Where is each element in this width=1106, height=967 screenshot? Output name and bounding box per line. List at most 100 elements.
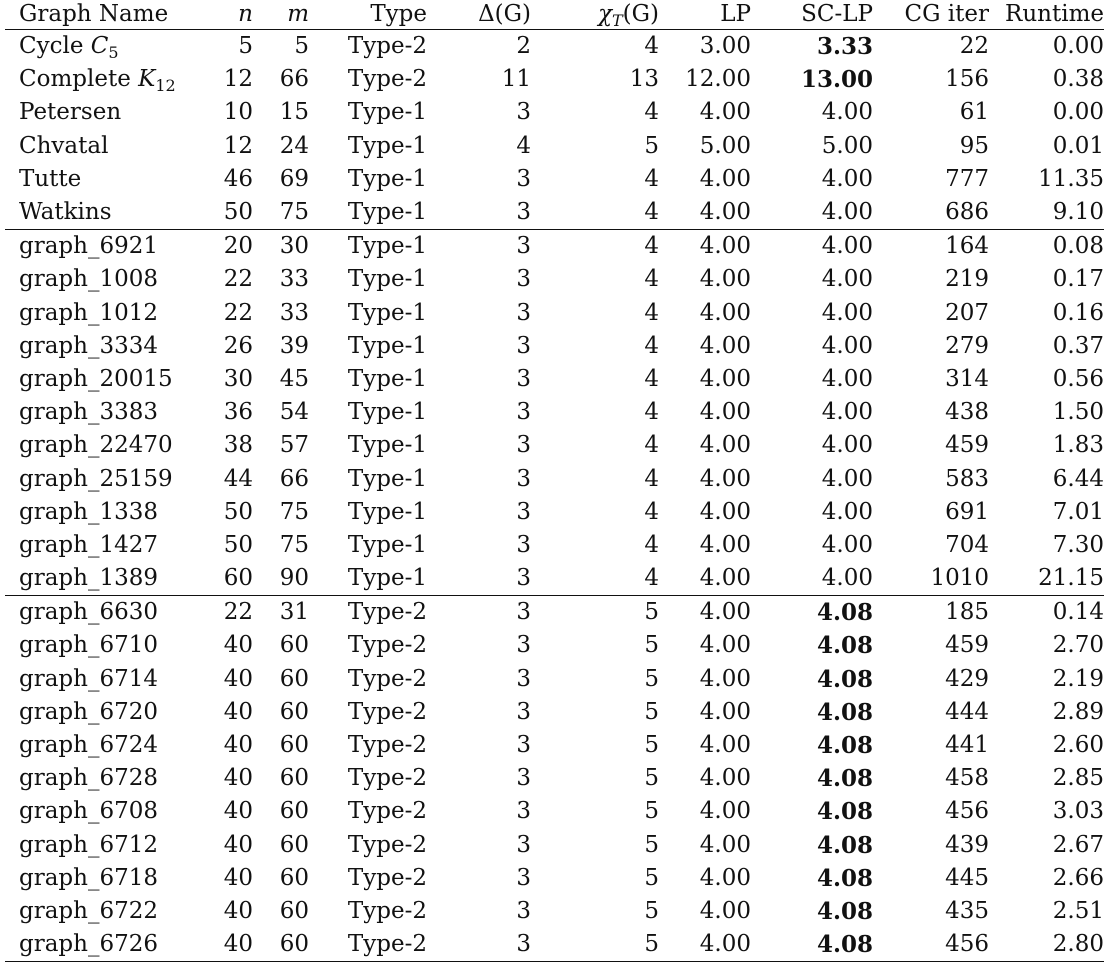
cell-type: Type-2 (347, 66, 427, 93)
cell-delta: 3 (516, 199, 531, 226)
cell-type: Type-2 (347, 698, 427, 725)
header-delta: Δ(G) (427, 0, 531, 30)
cell-chi: 5 (644, 732, 659, 759)
cell-cg: 456 (873, 928, 989, 963)
graph-name-text: Petersen (19, 99, 122, 126)
cell-chi: 5 (644, 798, 659, 825)
graph-name-text: Complete K (19, 66, 156, 93)
cell-name: graph_6710 (5, 629, 205, 662)
cell-m: 60 (279, 798, 309, 825)
cell-sclp: 4.08 (816, 765, 873, 793)
graph-name-text: graph_20015 (19, 365, 173, 392)
cell-delta: 3 (516, 99, 531, 126)
cell-chi: 4 (531, 229, 659, 264)
cell-name: graph_6720 (5, 696, 205, 729)
cell-cg: 445 (945, 864, 989, 891)
graph-name-text: Tutte (19, 165, 82, 192)
cell-lp: 4.00 (699, 399, 751, 426)
cell-runtime: 0.01 (1052, 132, 1104, 159)
cell-lp: 4.00 (699, 199, 751, 226)
table-row: graph_22470 38 57 Type-1 3 4 4.00 4.00 459 1.83 (5, 429, 1104, 462)
cell-runtime: 9.10 (1052, 199, 1104, 226)
cell-cg: 459 (945, 632, 989, 659)
graph-name-text: graph_6724 (19, 732, 158, 759)
cell-name: graph_6728 (5, 762, 205, 795)
table-row: graph_20015 30 45 Type-1 3 4 4.00 4.00 314 0.56 (5, 363, 1104, 396)
cell-chi: 13 (629, 66, 659, 93)
graph-name-text: graph_6710 (19, 632, 158, 659)
cell-chi: 4 (644, 498, 659, 525)
graph-name-text: graph_1008 (19, 266, 158, 293)
cell-chi: 5 (644, 132, 659, 159)
cell-sclp: 5.00 (821, 132, 873, 159)
cell-m: 33 (279, 266, 309, 293)
table-row: graph_6728 40 60 Type-2 3 5 4.00 4.08 458 2.85 (5, 762, 1104, 795)
cell-m: 33 (279, 299, 309, 326)
cell-m: 75 (279, 531, 309, 558)
cell-sclp: 4.08 (816, 665, 873, 693)
header-chi: χT(G) (531, 0, 659, 30)
cell-n: 36 (223, 399, 253, 426)
cell-n: 50 (223, 531, 253, 558)
cell-chi: 4 (644, 531, 659, 558)
cell-delta: 11 (501, 66, 531, 93)
cell-type: Type-1 (347, 365, 427, 392)
cell-cg: 156 (945, 66, 989, 93)
cell-runtime: 0.17 (1052, 266, 1104, 293)
cell-name: graph_6708 (5, 795, 205, 828)
table-row: Complete K12 12 66 Type-2 11 13 12.00 13.00 156 0… (5, 63, 1104, 96)
table-row: graph_6720 40 60 Type-2 3 5 4.00 4.08 444 2.89 (5, 696, 1104, 729)
cell-lp: 4.00 (699, 332, 751, 359)
cell-sclp: 4.00 (821, 99, 873, 126)
cell-cg: 1010 (930, 565, 989, 592)
cell-delta: 3 (516, 798, 531, 825)
cell-runtime: 0.14 (989, 595, 1104, 630)
cell-cg: 219 (945, 266, 989, 293)
cell-type: Type-1 (347, 332, 427, 359)
cell-sclp: 4.00 (821, 465, 873, 492)
graph-name-text: graph_3383 (19, 399, 158, 426)
cell-sclp: 4.00 (751, 229, 873, 264)
cell-name: graph_22470 (5, 429, 205, 462)
cell-name: graph_1008 (5, 263, 205, 296)
cell-cg: 435 (945, 897, 989, 924)
graph-name-text: graph_6712 (19, 831, 158, 858)
cell-type: Type-1 (347, 132, 427, 159)
cell-lp: 4.00 (659, 928, 751, 963)
cell-lp: 4.00 (699, 165, 751, 192)
cell-delta: 3 (516, 299, 531, 326)
cell-cg: 444 (945, 698, 989, 725)
graph-name-text: graph_1389 (19, 565, 158, 592)
cell-chi: 4 (644, 432, 659, 459)
cell-chi: 4 (644, 332, 659, 359)
cell-n: 12 (223, 132, 253, 159)
cell-n: 22 (223, 299, 253, 326)
cell-m: 60 (279, 765, 309, 792)
cell-cg: 185 (873, 595, 989, 630)
cell-delta: 3 (516, 465, 531, 492)
cell-type: Type-1 (347, 498, 427, 525)
cell-n: 20 (205, 229, 253, 264)
cell-cg: 61 (959, 99, 989, 126)
results-table-container: Graph Name n m Type Δ(G) χT(G) LP SC-LP … (5, 0, 1104, 963)
cell-type: Type-2 (347, 765, 427, 792)
cell-name: graph_1427 (5, 529, 205, 562)
cell-name: graph_3334 (5, 330, 205, 363)
cell-name: Watkins (5, 196, 205, 230)
cell-sclp: 4.08 (816, 864, 873, 892)
cell-delta: 3 (516, 732, 531, 759)
cell-m: 69 (279, 165, 309, 192)
cell-cg: 207 (945, 299, 989, 326)
cell-cg: 459 (945, 432, 989, 459)
cell-runtime: 0.00 (1052, 99, 1104, 126)
cell-lp: 4.00 (699, 798, 751, 825)
cell-sclp: 4.00 (821, 332, 873, 359)
cell-runtime: 7.01 (1052, 498, 1104, 525)
cell-lp: 4.00 (699, 698, 751, 725)
graph-name-text: Watkins (19, 199, 112, 226)
cell-type: Type-1 (347, 465, 427, 492)
cell-delta: 3 (516, 498, 531, 525)
cell-m: 30 (253, 229, 309, 264)
cell-n: 12 (223, 66, 253, 93)
cell-delta: 3 (427, 928, 531, 963)
